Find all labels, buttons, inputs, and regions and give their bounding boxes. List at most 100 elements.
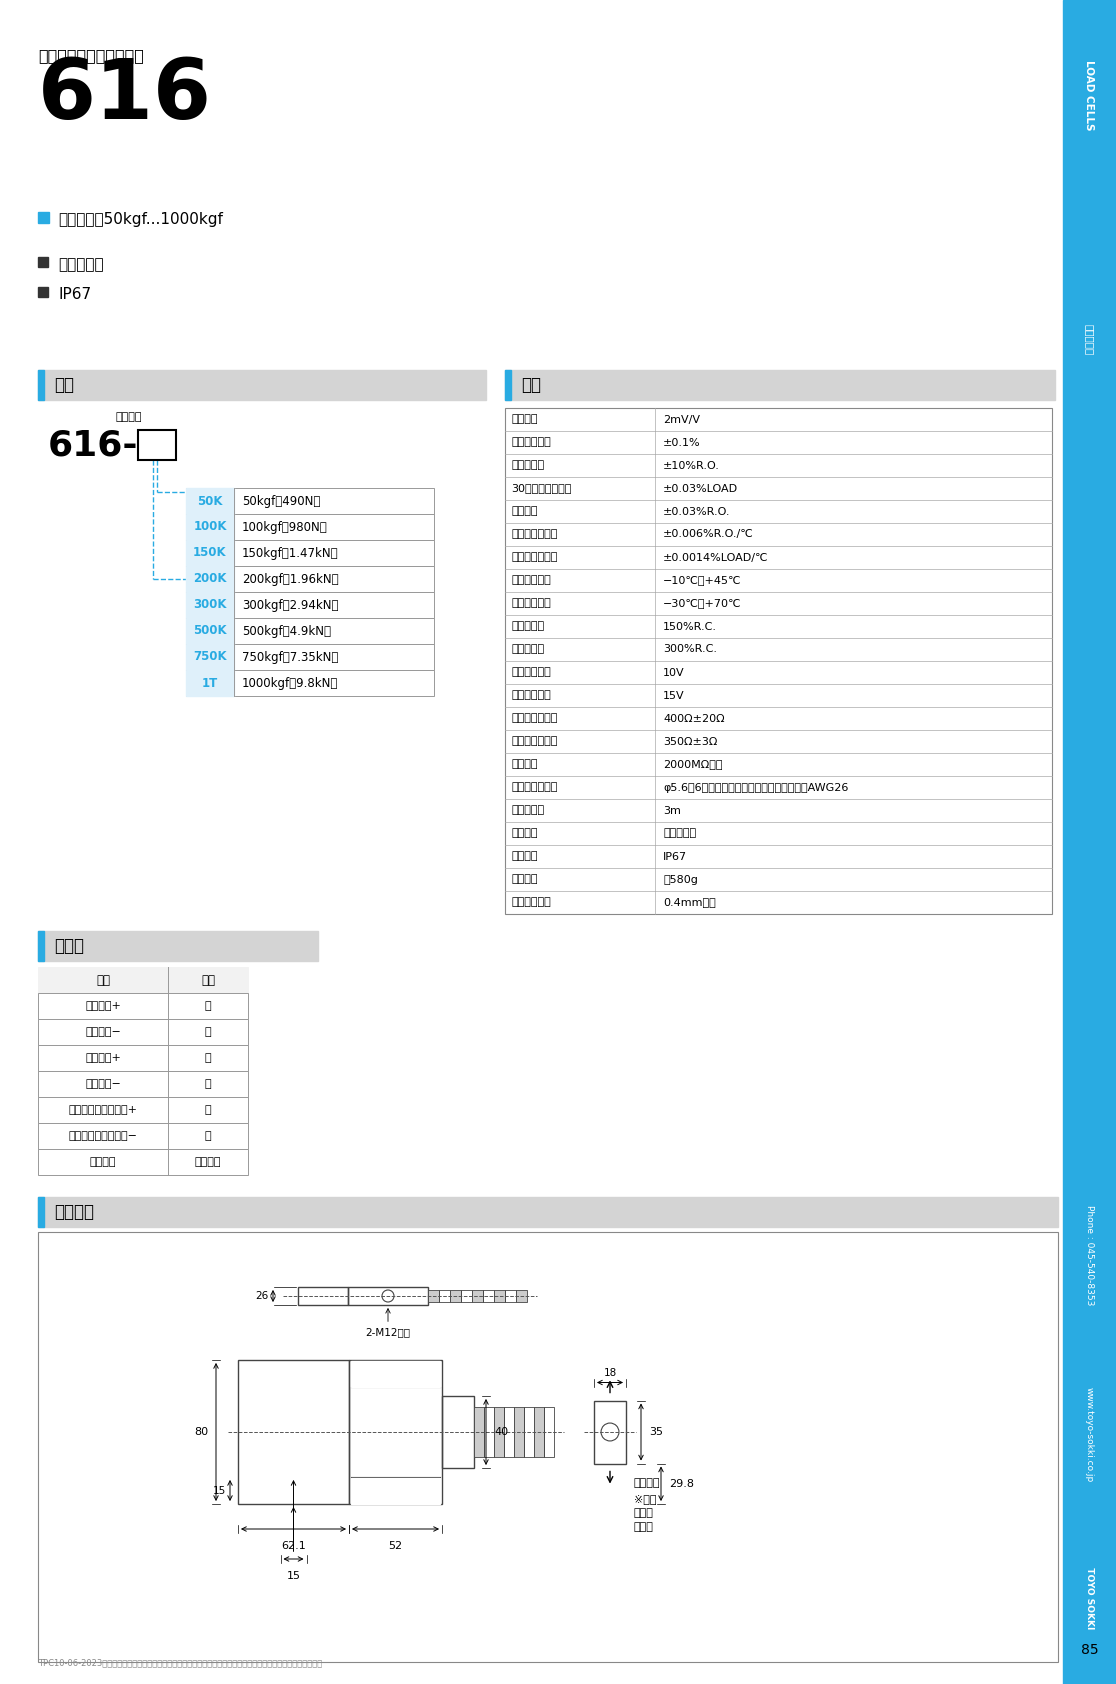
Text: 200K: 200K — [193, 573, 227, 586]
Text: 200kgf（1.96kN）: 200kgf（1.96kN） — [242, 573, 338, 586]
Bar — [38, 1123, 248, 1148]
Text: IP67: IP67 — [58, 286, 92, 301]
Text: 150K: 150K — [193, 547, 227, 559]
Bar — [38, 370, 485, 401]
Text: www.toyo-sokki.co.jp: www.toyo-sokki.co.jp — [1085, 1388, 1094, 1482]
Text: 26: 26 — [254, 1292, 268, 1302]
Text: 30分後の零点回復: 30分後の零点回復 — [511, 483, 571, 493]
Text: 線色: 線色 — [201, 973, 215, 987]
Text: シールド: シールド — [89, 1157, 116, 1167]
Text: 40: 40 — [494, 1426, 508, 1436]
Bar — [186, 670, 234, 695]
Text: 青: 青 — [204, 1105, 211, 1115]
Text: 1000kgf（9.8kN）: 1000kgf（9.8kN） — [242, 677, 338, 689]
Text: 黒: 黒 — [204, 1027, 211, 1037]
Text: 500K: 500K — [193, 625, 227, 638]
Bar — [186, 593, 434, 618]
Bar — [138, 429, 176, 460]
Bar — [38, 370, 44, 401]
Text: 緑: 緑 — [204, 1000, 211, 1010]
Text: 100K: 100K — [193, 520, 227, 534]
Text: 1T: 1T — [202, 677, 218, 689]
Text: 外形寸法: 外形寸法 — [54, 1202, 94, 1221]
Bar — [38, 1019, 248, 1046]
Text: 18: 18 — [604, 1367, 617, 1378]
Text: ロードセル: ロードセル — [1085, 325, 1095, 355]
Bar — [429, 1290, 439, 1302]
Bar — [494, 1290, 506, 1302]
Bar — [186, 618, 434, 643]
Bar — [38, 1197, 1058, 1228]
Text: 零点の温度影響: 零点の温度影響 — [511, 529, 557, 539]
Text: 3m: 3m — [663, 805, 681, 815]
Text: 温度補償範囲: 温度補償範囲 — [511, 576, 551, 586]
Text: 定格容量：50kgf...1000kgf: 定格容量：50kgf...1000kgf — [58, 212, 223, 227]
Text: 引張圧縮両用ロードセル: 引張圧縮両用ロードセル — [38, 49, 144, 62]
Bar — [186, 618, 234, 643]
Text: 62.1: 62.1 — [281, 1541, 306, 1551]
Text: 出力信号−: 出力信号− — [85, 1079, 121, 1090]
Text: ±0.03%R.O.: ±0.03%R.O. — [663, 507, 731, 517]
Text: 型式: 型式 — [54, 376, 74, 394]
Text: 35: 35 — [650, 1426, 663, 1436]
Bar — [186, 488, 434, 514]
Text: 本体質量: 本体質量 — [511, 874, 538, 884]
Bar — [186, 643, 234, 670]
Text: ±0.03%LOAD: ±0.03%LOAD — [663, 483, 738, 493]
Bar — [543, 1406, 554, 1457]
Bar — [38, 1071, 248, 1096]
Bar — [186, 643, 434, 670]
Text: ケーブル長: ケーブル長 — [511, 805, 545, 815]
Text: リモートセンシング−: リモートセンシング− — [68, 1132, 137, 1142]
Text: 15V: 15V — [663, 690, 684, 701]
Text: 赤: 赤 — [204, 1052, 211, 1063]
Bar — [186, 670, 434, 695]
Text: 限界過負荷: 限界過負荷 — [511, 645, 545, 655]
Bar — [38, 1233, 1058, 1662]
Text: 10V: 10V — [663, 667, 684, 677]
Text: 推奨印加電圧: 推奨印加電圧 — [511, 667, 551, 677]
Text: 仕様: 仕様 — [521, 376, 541, 394]
Text: 300K: 300K — [193, 598, 227, 611]
Bar — [38, 931, 318, 962]
Text: TOYO SOKKI: TOYO SOKKI — [1085, 1561, 1094, 1628]
Text: ±0.1%: ±0.1% — [663, 438, 701, 448]
Bar — [484, 1406, 494, 1457]
Text: IP67: IP67 — [663, 852, 687, 862]
Bar — [450, 1290, 461, 1302]
Bar — [514, 1406, 525, 1457]
Text: 100kgf（980N）: 100kgf（980N） — [242, 520, 328, 534]
Text: LOAD CELLS: LOAD CELLS — [1085, 59, 1095, 130]
Text: 配線色: 配線色 — [54, 936, 84, 955]
Text: 150kgf（1.47kN）: 150kgf（1.47kN） — [242, 547, 338, 559]
Bar — [38, 286, 48, 296]
Bar — [506, 370, 1055, 401]
Bar — [38, 258, 48, 268]
Text: 616: 616 — [38, 56, 212, 136]
Bar — [38, 1046, 248, 1071]
Text: ステンレス: ステンレス — [663, 829, 696, 839]
Bar — [506, 370, 511, 401]
Text: 2mV/V: 2mV/V — [663, 414, 700, 424]
Bar — [238, 1361, 349, 1504]
Bar — [516, 1290, 527, 1302]
Text: 616-: 616- — [48, 428, 138, 461]
Text: −30℃～+70℃: −30℃～+70℃ — [663, 598, 741, 608]
Bar — [38, 994, 248, 1019]
Bar — [38, 967, 248, 994]
Text: 2-M12貫通: 2-M12貫通 — [366, 1308, 411, 1337]
Text: 項目: 項目 — [96, 973, 110, 987]
Text: ※極性: ※極性 — [634, 1494, 656, 1504]
Text: 印加電圧+: 印加電圧+ — [85, 1000, 121, 1010]
Bar — [186, 488, 234, 514]
Text: 出力信号+: 出力信号+ — [85, 1052, 121, 1063]
Text: 白: 白 — [204, 1079, 211, 1090]
Text: 52: 52 — [388, 1541, 403, 1551]
Bar — [352, 1361, 440, 1388]
Text: ±0.006%R.O./℃: ±0.006%R.O./℃ — [663, 529, 753, 539]
Bar — [38, 1148, 248, 1175]
Text: 出力端子間抹抗: 出力端子間抹抗 — [511, 736, 557, 746]
Text: シールド: シールド — [195, 1157, 221, 1167]
Bar — [506, 1290, 516, 1302]
Text: φ5.6，6芯シールドケーブル　先端成形線，AWG26: φ5.6，6芯シールドケーブル 先端成形線，AWG26 — [663, 783, 848, 793]
